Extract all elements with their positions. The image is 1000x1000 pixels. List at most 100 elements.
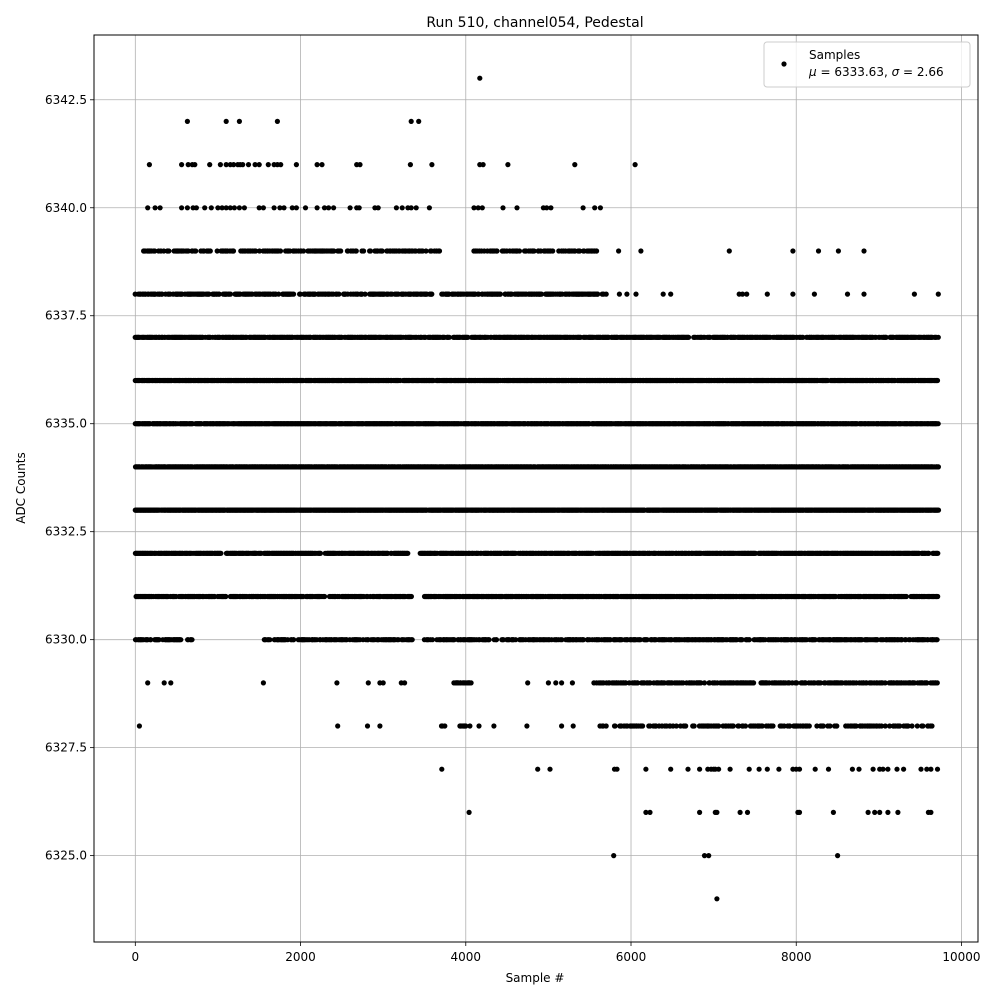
data-point: [698, 680, 704, 686]
data-point: [885, 809, 891, 816]
data-point: [603, 723, 609, 729]
data-point: [880, 766, 886, 772]
data-point: [905, 723, 911, 729]
data-point: [161, 680, 167, 686]
data-point: [429, 637, 436, 643]
data-point: [486, 637, 492, 643]
data-point: [770, 723, 776, 729]
data-point: [934, 637, 940, 643]
data-point: [739, 637, 745, 643]
data-point: [493, 637, 500, 643]
data-point: [647, 680, 653, 686]
data-point: [895, 809, 901, 816]
data-point: [882, 723, 888, 729]
data-point: [812, 766, 818, 772]
data-point: [830, 809, 837, 816]
data-point: [380, 680, 386, 686]
data-point: [701, 680, 708, 686]
data-point: [218, 550, 224, 556]
data-point: [614, 766, 620, 772]
data-point: [683, 723, 689, 729]
data-point: [377, 723, 383, 729]
data-point: [934, 766, 941, 772]
data-point: [920, 723, 926, 729]
data-point: [714, 896, 720, 902]
data-point: [914, 723, 920, 729]
data-point: [402, 680, 408, 686]
data-point: [535, 766, 541, 772]
data-point: [451, 637, 457, 643]
data-point: [365, 680, 371, 686]
data-point: [467, 723, 473, 729]
data-point: [727, 766, 733, 772]
data-point: [637, 637, 644, 643]
data-point: [935, 507, 942, 513]
data-point: [476, 723, 482, 729]
data-point: [647, 809, 653, 816]
data-point: [796, 766, 803, 772]
data-point: [635, 680, 641, 686]
data-point: [668, 766, 674, 772]
data-point: [706, 853, 712, 859]
data-point: [935, 550, 941, 556]
data-point: [877, 809, 883, 816]
data-point: [903, 593, 910, 600]
data-point: [882, 680, 888, 686]
data-point: [716, 723, 722, 729]
data-point: [814, 723, 820, 729]
data-point: [751, 680, 757, 686]
data-point: [870, 766, 876, 772]
data-point: [553, 680, 559, 686]
data-point: [872, 809, 878, 816]
data-point: [697, 766, 703, 772]
data-point: [885, 766, 891, 772]
data-point: [136, 723, 142, 729]
data-point: [559, 637, 565, 643]
data-point: [643, 766, 649, 772]
data-point: [756, 766, 762, 772]
data-point: [764, 766, 770, 772]
data-point: [887, 723, 893, 729]
data-point: [524, 723, 530, 729]
data-point: [716, 766, 722, 772]
data-point: [168, 680, 174, 686]
data-point: [408, 593, 414, 600]
data-point: [547, 766, 553, 772]
data-point: [737, 809, 743, 816]
data-point: [935, 464, 942, 470]
data-point: [513, 637, 519, 643]
data-points-layer: [132, 75, 942, 902]
data-point: [580, 637, 587, 643]
data-point: [928, 809, 934, 816]
data-point: [364, 723, 371, 729]
data-point: [569, 680, 576, 686]
data-point: [559, 680, 565, 686]
data-point: [267, 637, 273, 643]
data-point: [759, 723, 765, 729]
data-point: [148, 637, 154, 643]
data-point: [825, 766, 832, 772]
data-point: [746, 766, 752, 772]
data-point: [685, 766, 691, 772]
data-point: [924, 680, 930, 686]
data-point: [878, 723, 885, 729]
data-point: [835, 853, 841, 859]
data-point: [934, 680, 940, 686]
data-point: [924, 766, 930, 772]
data-point: [291, 637, 297, 643]
data-point: [640, 723, 646, 729]
data-point: [918, 766, 924, 772]
data-point: [525, 680, 531, 686]
data-point: [856, 766, 862, 772]
data-point: [570, 723, 576, 729]
data-point: [643, 809, 649, 816]
data-point: [820, 723, 826, 729]
data-point: [909, 723, 915, 729]
data-point: [612, 723, 618, 729]
data-point: [935, 593, 941, 600]
data-point: [853, 723, 859, 729]
data-point: [787, 723, 793, 729]
data-point: [317, 550, 324, 556]
